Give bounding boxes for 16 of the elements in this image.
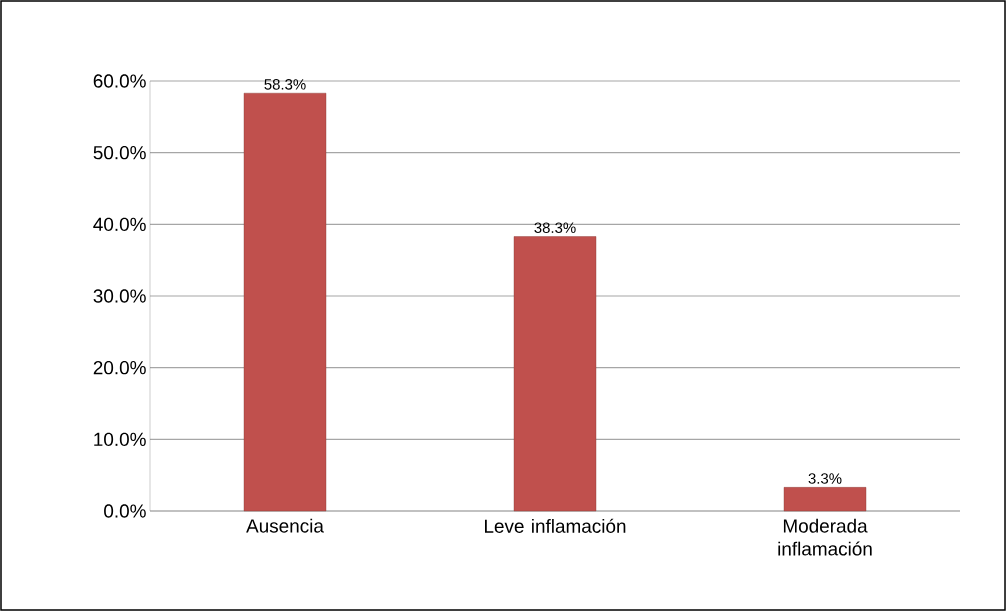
- y-tick-label: 10.0%: [94, 432, 146, 447]
- y-tick-label: 50.0%: [93, 145, 146, 160]
- y-tick-label: 60.0%: [93, 74, 146, 88]
- data-label: 58.3%: [264, 79, 306, 90]
- data-label: 38.3%: [534, 222, 576, 233]
- y-tick-label: 20.0%: [93, 360, 146, 375]
- bar: [783, 487, 867, 512]
- y-tick-label: 40.0%: [93, 217, 146, 232]
- bar: [513, 236, 597, 512]
- x-tick-label: Moderada inflamación: [778, 518, 872, 556]
- y-tick-label: 30.0%: [93, 289, 146, 303]
- x-tick-label: Ausencia: [246, 518, 324, 533]
- y-tick-label: 0.0%: [104, 504, 146, 518]
- x-tick-label: Leve inflamación: [485, 518, 626, 533]
- data-label: 3.3%: [808, 473, 842, 484]
- bar: [243, 92, 327, 512]
